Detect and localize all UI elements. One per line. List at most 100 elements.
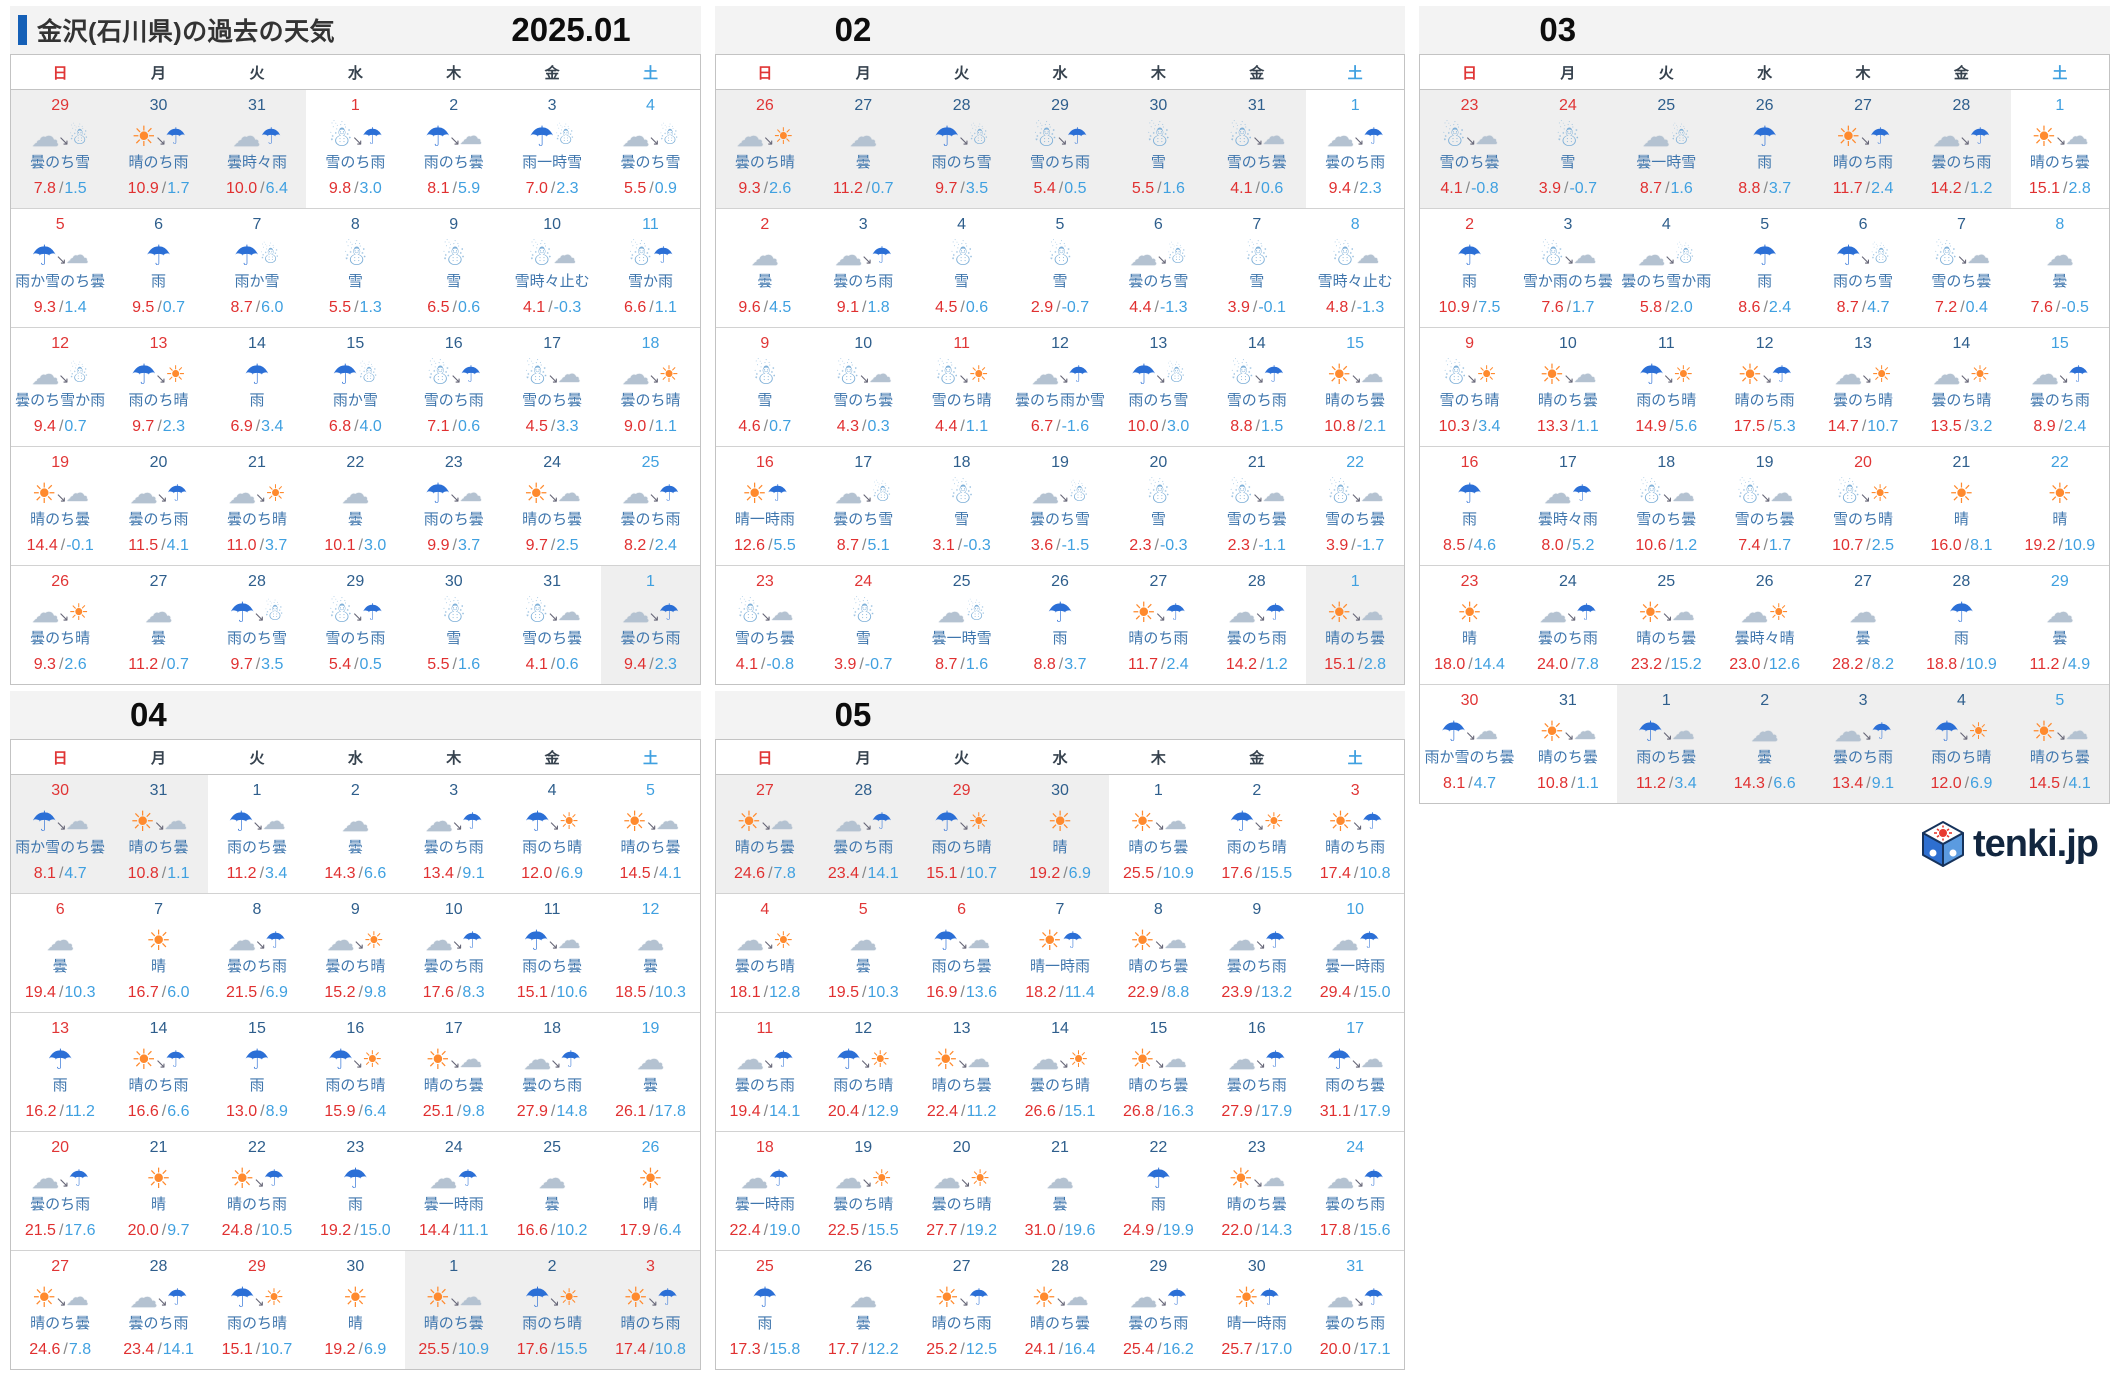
- day-cell[interactable]: 4 ☁↘☀ 曇のち晴 18.1/12.8: [716, 894, 814, 1012]
- day-cell[interactable]: 24 ☃ 雪 3.9/-0.7: [1518, 90, 1618, 208]
- day-cell[interactable]: 18 ☁↘☀ 曇のち晴 9.0/1.1: [601, 328, 699, 446]
- day-cell[interactable]: 2 ☂↘☀ 雨のち晴 17.6/15.5: [502, 1251, 602, 1369]
- day-cell[interactable]: 29 ☁ 曇 11.2/4.9: [2011, 566, 2109, 684]
- day-cell[interactable]: 3 ☁↘☂ 曇のち雨 9.1/1.8: [814, 209, 912, 327]
- day-cell[interactable]: 21 ☀ 晴 20.0/9.7: [109, 1132, 207, 1250]
- day-cell[interactable]: 17 ☂↘☁ 雨のち曇 31.1/17.9: [1306, 1013, 1404, 1131]
- day-cell[interactable]: 22 ☁ 曇 10.1/3.0: [306, 447, 404, 565]
- day-cell[interactable]: 27 ☁ 曇 28.2/8.2: [1814, 566, 1912, 684]
- day-cell[interactable]: 25 ☁↘☂ 曇のち雨 8.2/2.4: [601, 447, 699, 565]
- day-cell[interactable]: 12 ☁↘☃ 曇のち雪か雨 9.4/0.7: [11, 328, 109, 446]
- day-cell[interactable]: 30 ☂↘☁ 雨か雪のち曇 8.1/4.7: [11, 775, 110, 893]
- day-cell[interactable]: 1 ☀↘☁ 晴のち曇 25.5/10.9: [404, 1251, 503, 1369]
- day-cell[interactable]: 24 ☁☂ 曇一時雨 14.4/11.1: [405, 1132, 503, 1250]
- day-cell[interactable]: 16 ☂↘☀ 雨のち晴 15.9/6.4: [306, 1013, 404, 1131]
- day-cell[interactable]: 26 ☂ 雨 8.8/3.7: [1011, 566, 1109, 684]
- day-cell[interactable]: 25 ☀↘☁ 晴のち曇 23.2/15.2: [1617, 566, 1715, 684]
- day-cell[interactable]: 27 ☀↘☁ 晴のち曇 24.6/7.8: [11, 1251, 109, 1369]
- day-cell[interactable]: 13 ☂↘☀ 雨のち晴 9.7/2.3: [109, 328, 207, 446]
- day-cell[interactable]: 26 ☁↘☀ 曇のち晴 9.3/2.6: [715, 90, 815, 208]
- tenki-logo[interactable]: tenki.jp: [1921, 820, 2099, 868]
- day-cell[interactable]: 18 ☁↘☂ 曇のち雨 27.9/14.8: [503, 1013, 601, 1131]
- day-cell[interactable]: 19 ☁↘☀ 曇のち晴 22.5/15.5: [814, 1132, 912, 1250]
- day-cell[interactable]: 13 ☂ 雨 16.2/11.2: [11, 1013, 109, 1131]
- day-cell[interactable]: 14 ☁↘☀ 曇のち晴 13.5/3.2: [1912, 328, 2010, 446]
- day-cell[interactable]: 2 ☂↘☀ 雨のち晴 17.6/15.5: [1208, 775, 1306, 893]
- day-cell[interactable]: 13 ☀↘☁ 晴のち曇 22.4/11.2: [912, 1013, 1010, 1131]
- day-cell[interactable]: 8 ☃☁ 雪時々止む 4.8/-1.3: [1306, 209, 1404, 327]
- day-cell[interactable]: 3 ☂☃ 雨一時雪 7.0/2.3: [503, 90, 601, 208]
- day-cell[interactable]: 30 ☃ 雪 5.5/1.6: [1109, 90, 1208, 208]
- day-cell[interactable]: 6 ☂↘☁ 雨のち曇 16.9/13.6: [912, 894, 1010, 1012]
- day-cell[interactable]: 6 ☂↘☃ 雨のち雪 8.7/4.7: [1814, 209, 1912, 327]
- day-cell[interactable]: 20 ☁↘☂ 曇のち雨 11.5/4.1: [109, 447, 207, 565]
- day-cell[interactable]: 28 ☂↘☃ 雨のち雪 9.7/3.5: [208, 566, 306, 684]
- day-cell[interactable]: 13 ☁↘☀ 曇のち晴 14.7/10.7: [1814, 328, 1912, 446]
- day-cell[interactable]: 10 ☁☂ 曇一時雨 29.4/15.0: [1306, 894, 1404, 1012]
- day-cell[interactable]: 16 ☂ 雨 8.5/4.6: [1420, 447, 1518, 565]
- day-cell[interactable]: 29 ☁↘☃ 曇のち雪 7.8/1.5: [11, 90, 110, 208]
- day-cell[interactable]: 29 ☂↘☀ 雨のち晴 15.1/10.7: [208, 1251, 306, 1369]
- day-cell[interactable]: 1 ☂↘☁ 雨のち曇 11.2/3.4: [1617, 685, 1716, 803]
- day-cell[interactable]: 20 ☁↘☀ 曇のち晴 27.7/19.2: [912, 1132, 1010, 1250]
- day-cell[interactable]: 2 ☂ 雨 10.9/7.5: [1420, 209, 1518, 327]
- day-cell[interactable]: 10 ☁↘☂ 曇のち雨 17.6/8.3: [405, 894, 503, 1012]
- day-cell[interactable]: 25 ☁ 曇 16.6/10.2: [503, 1132, 601, 1250]
- day-cell[interactable]: 25 ☁☃ 曇一時雪 8.7/1.6: [1617, 90, 1716, 208]
- day-cell[interactable]: 1 ☁↘☂ 曇のち雨 9.4/2.3: [1306, 90, 1404, 208]
- day-cell[interactable]: 17 ☀↘☁ 晴のち曇 25.1/9.8: [405, 1013, 503, 1131]
- day-cell[interactable]: 8 ☀↘☁ 晴のち曇 22.9/8.8: [1109, 894, 1207, 1012]
- day-cell[interactable]: 27 ☁ 曇 11.2/0.7: [109, 566, 207, 684]
- day-cell[interactable]: 23 ☃↘☁ 雪のち曇 4.1/-0.8: [716, 566, 814, 684]
- day-cell[interactable]: 12 ☀↘☂ 晴のち雨 17.5/5.3: [1715, 328, 1813, 446]
- day-cell[interactable]: 26 ☁ 曇 17.7/12.2: [814, 1251, 912, 1369]
- day-cell[interactable]: 31 ☁↘☂ 曇のち雨 20.0/17.1: [1306, 1251, 1404, 1369]
- day-cell[interactable]: 4 ☃ 雪 4.5/0.6: [912, 209, 1010, 327]
- day-cell[interactable]: 24 ☁↘☂ 曇のち雨 17.8/15.6: [1306, 1132, 1404, 1250]
- day-cell[interactable]: 26 ☀ 晴 17.9/6.4: [601, 1132, 699, 1250]
- day-cell[interactable]: 19 ☀↘☁ 晴のち曇 14.4/-0.1: [11, 447, 109, 565]
- day-cell[interactable]: 23 ☀↘☁ 晴のち曇 22.0/14.3: [1208, 1132, 1306, 1250]
- day-cell[interactable]: 6 ☁ 曇 19.4/10.3: [11, 894, 109, 1012]
- day-cell[interactable]: 21 ☁ 曇 31.0/19.6: [1011, 1132, 1109, 1250]
- day-cell[interactable]: 18 ☃ 雪 3.1/-0.3: [912, 447, 1010, 565]
- day-cell[interactable]: 18 ☁☂ 曇一時雨 22.4/19.0: [716, 1132, 814, 1250]
- day-cell[interactable]: 13 ☂↘☃ 雨のち雪 10.0/3.0: [1109, 328, 1207, 446]
- day-cell[interactable]: 22 ☃↘☁ 雪のち曇 3.9/-1.7: [1306, 447, 1404, 565]
- day-cell[interactable]: 30 ☀ 晴 19.2/6.9: [1010, 775, 1110, 893]
- day-cell[interactable]: 21 ☃↘☁ 雪のち曇 2.3/-1.1: [1208, 447, 1306, 565]
- day-cell[interactable]: 24 ☀↘☁ 晴のち曇 9.7/2.5: [503, 447, 601, 565]
- day-cell[interactable]: 30 ☂↘☁ 雨か雪のち曇 8.1/4.7: [1420, 685, 1518, 803]
- day-cell[interactable]: 11 ☁↘☂ 曇のち雨 19.4/14.1: [716, 1013, 814, 1131]
- day-cell[interactable]: 5 ☁ 曇 19.5/10.3: [814, 894, 912, 1012]
- day-cell[interactable]: 28 ☁↘☂ 曇のち雨 23.4/14.1: [109, 1251, 207, 1369]
- day-cell[interactable]: 20 ☃ 雪 2.3/-0.3: [1109, 447, 1207, 565]
- day-cell[interactable]: 27 ☀↘☂ 晴のち雨 25.2/12.5: [912, 1251, 1010, 1369]
- day-cell[interactable]: 28 ☂ 雨 18.8/10.9: [1912, 566, 2010, 684]
- day-cell[interactable]: 7 ☀☂ 晴一時雨 18.2/11.4: [1011, 894, 1109, 1012]
- day-cell[interactable]: 5 ☂ 雨 8.6/2.4: [1715, 209, 1813, 327]
- day-cell[interactable]: 1 ☃↘☂ 雪のち雨 9.8/3.0: [306, 90, 404, 208]
- day-cell[interactable]: 29 ☁↘☂ 曇のち雨 25.4/16.2: [1109, 1251, 1207, 1369]
- day-cell[interactable]: 20 ☃↘☀ 雪のち晴 10.7/2.5: [1814, 447, 1912, 565]
- day-cell[interactable]: 6 ☂ 雨 9.5/0.7: [109, 209, 207, 327]
- day-cell[interactable]: 5 ☂↘☁ 雨か雪のち曇 9.3/1.4: [11, 209, 109, 327]
- day-cell[interactable]: 26 ☁↘☀ 曇のち晴 9.3/2.6: [11, 566, 109, 684]
- day-cell[interactable]: 4 ☂↘☀ 雨のち晴 12.0/6.9: [1912, 685, 2011, 803]
- day-cell[interactable]: 28 ☀↘☁ 晴のち曇 24.1/16.4: [1011, 1251, 1109, 1369]
- day-cell[interactable]: 15 ☂ 雨 13.0/8.9: [208, 1013, 306, 1131]
- day-cell[interactable]: 29 ☂↘☀ 雨のち晴 15.1/10.7: [912, 775, 1011, 893]
- day-cell[interactable]: 27 ☁ 曇 11.2/0.7: [814, 90, 913, 208]
- day-cell[interactable]: 28 ☁↘☂ 曇のち雨 14.2/1.2: [1208, 566, 1306, 684]
- day-cell[interactable]: 22 ☀ 晴 19.2/10.9: [2011, 447, 2109, 565]
- day-cell[interactable]: 31 ☀↘☁ 晴のち曇 10.8/1.1: [109, 775, 208, 893]
- day-cell[interactable]: 3 ☀↘☂ 晴のち雨 17.4/10.8: [1306, 775, 1404, 893]
- day-cell[interactable]: 27 ☀↘☁ 晴のち曇 24.6/7.8: [715, 775, 815, 893]
- day-cell[interactable]: 7 ☃↘☁ 雪のち曇 7.2/0.4: [1912, 209, 2010, 327]
- day-cell[interactable]: 28 ☂↘☃ 雨のち雪 9.7/3.5: [912, 90, 1011, 208]
- day-cell[interactable]: 3 ☁↘☂ 曇のち雨 13.4/9.1: [405, 775, 503, 893]
- day-cell[interactable]: 30 ☀☂ 晴一時雨 25.7/17.0: [1208, 1251, 1306, 1369]
- day-cell[interactable]: 2 ☁ 曇 14.3/6.6: [1715, 685, 1814, 803]
- day-cell[interactable]: 5 ☃ 雪 2.9/-0.7: [1011, 209, 1109, 327]
- day-cell[interactable]: 23 ☀ 晴 18.0/14.4: [1420, 566, 1518, 684]
